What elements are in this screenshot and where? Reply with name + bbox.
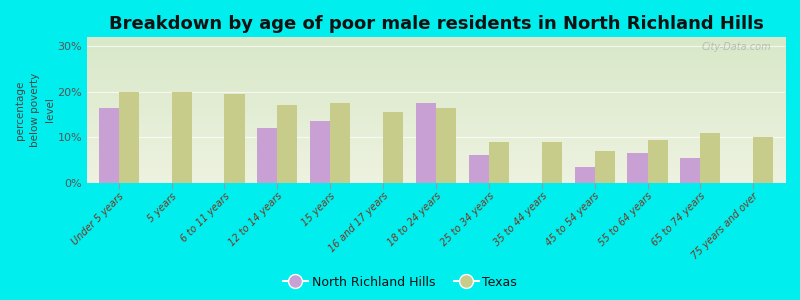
Bar — [383, 112, 403, 183]
Bar — [680, 158, 700, 183]
Bar — [542, 142, 562, 183]
Bar — [489, 142, 509, 183]
Y-axis label: percentage
below poverty
level: percentage below poverty level — [15, 73, 54, 147]
Bar — [310, 122, 330, 183]
Title: Breakdown by age of poor male residents in North Richland Hills: Breakdown by age of poor male residents … — [109, 15, 763, 33]
Bar — [700, 133, 721, 183]
Bar — [98, 108, 118, 183]
Bar — [574, 167, 594, 183]
Bar — [118, 92, 139, 183]
Bar — [754, 137, 774, 183]
Bar — [278, 106, 298, 183]
Bar — [594, 151, 614, 183]
Bar — [647, 140, 668, 183]
Bar — [225, 94, 245, 183]
Text: City-Data.com: City-Data.com — [702, 42, 771, 52]
Bar — [627, 153, 647, 183]
Bar — [258, 128, 278, 183]
Bar — [469, 155, 489, 183]
Bar — [436, 108, 456, 183]
Bar — [171, 92, 192, 183]
Bar — [330, 103, 350, 183]
Bar — [416, 103, 436, 183]
Legend: North Richland Hills, Texas: North Richland Hills, Texas — [278, 271, 522, 294]
